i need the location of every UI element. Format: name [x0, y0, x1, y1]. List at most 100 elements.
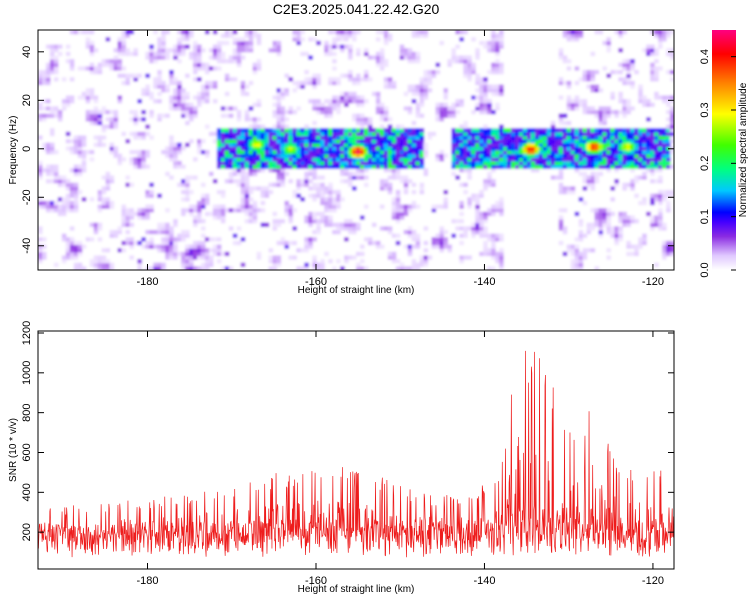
heatmap-cell	[308, 135, 313, 140]
heatmap-cell	[658, 215, 663, 220]
heatmap-cell	[515, 146, 520, 151]
heatmap-cell	[232, 168, 238, 173]
heatmap-cell	[73, 248, 79, 253]
heatmap-cell	[582, 251, 588, 257]
heatmap-cell	[638, 146, 643, 151]
heatmap-cell	[391, 211, 397, 217]
heatmap-cell	[622, 182, 627, 187]
heatmap-cell	[395, 215, 401, 220]
heatmap-cell	[89, 40, 95, 46]
heatmap-cell	[352, 146, 357, 151]
heatmap-cell	[288, 110, 294, 115]
heatmap-cell	[129, 215, 135, 220]
heatmap-cell	[511, 146, 516, 151]
heatmap-cell	[228, 33, 234, 38]
heatmap-cell	[173, 106, 178, 111]
heatmap-cell	[344, 179, 349, 184]
heatmap-cell	[463, 150, 468, 155]
heatmap-cell	[411, 91, 417, 97]
heatmap-cell	[38, 135, 43, 140]
heatmap-cell	[312, 197, 317, 202]
heatmap-cell	[252, 200, 258, 206]
heatmap-cell	[670, 135, 674, 140]
heatmap-cell	[594, 146, 600, 151]
heatmap-cell	[467, 204, 472, 209]
heatmap-cell	[487, 102, 492, 107]
heatmap-cell	[586, 142, 592, 147]
heatmap-cell	[598, 171, 604, 177]
heatmap-cell	[145, 73, 150, 78]
heatmap-cell	[491, 30, 496, 35]
heatmap-cell	[169, 157, 174, 162]
heatmap-cell	[352, 77, 357, 82]
heatmap-cell	[276, 40, 282, 46]
heatmap-cell	[570, 99, 576, 104]
heatmap-cell	[590, 106, 596, 111]
heatmap-cell	[566, 164, 572, 169]
heatmap-cell	[185, 233, 190, 238]
heatmap-cell	[662, 142, 667, 147]
heatmap-cell	[662, 153, 667, 158]
heatmap-cell	[487, 150, 492, 155]
heatmap-cell	[328, 186, 333, 191]
heatmap-cell	[566, 146, 572, 151]
heatmap-cell	[590, 88, 596, 93]
heatmap-cell	[487, 182, 492, 187]
heatmap-cell	[634, 142, 639, 147]
heatmap-cell	[328, 157, 333, 162]
heatmap-cell	[157, 248, 162, 253]
heatmap-cell	[483, 91, 488, 97]
heatmap-cell	[371, 128, 377, 133]
heatmap-cell	[312, 266, 317, 270]
heatmap-cell	[117, 99, 123, 104]
heatmap-cell	[574, 237, 580, 242]
heatmap-cell	[204, 262, 210, 267]
heatmap-cell	[109, 66, 115, 71]
heatmap-cell	[626, 80, 631, 86]
heatmap-cell	[240, 237, 246, 242]
heatmap-cell	[276, 240, 282, 246]
heatmap-cell	[105, 175, 111, 180]
heatmap-cell	[69, 237, 75, 242]
heatmap-cell	[475, 80, 480, 86]
heatmap-cell	[244, 40, 250, 46]
heatmap-cell	[197, 62, 202, 67]
heatmap-cell	[666, 117, 671, 122]
heatmap-cell	[157, 222, 162, 227]
heatmap-cell	[38, 244, 43, 249]
heatmap-cell	[336, 80, 341, 86]
heatmap-cell	[662, 190, 667, 195]
heatmap-cell	[467, 70, 472, 75]
heatmap-cell	[101, 124, 107, 129]
heatmap-cell	[101, 200, 107, 206]
heatmap-cell	[73, 262, 79, 267]
heatmap-cell	[522, 139, 528, 144]
heatmap-cell	[169, 175, 174, 180]
heatmap-cell	[622, 157, 627, 162]
heatmap-cell	[435, 244, 441, 249]
heatmap-cell	[363, 237, 369, 242]
heatmap-cell	[193, 40, 198, 46]
heatmap-cell	[113, 62, 119, 67]
heatmap-cell	[276, 146, 282, 151]
heatmap-cell	[38, 160, 43, 166]
heatmap-cell	[324, 48, 329, 53]
heatmap-cell	[236, 157, 242, 162]
heatmap-cell	[495, 153, 500, 158]
heatmap-cell	[415, 160, 421, 166]
heatmap-cell	[495, 33, 500, 38]
heatmap-cell	[284, 139, 290, 144]
heatmap-cell	[260, 186, 266, 191]
heatmap-cell	[495, 62, 500, 67]
heatmap-cell	[65, 204, 71, 209]
heatmap-cell	[578, 259, 584, 264]
heatmap-cell	[399, 135, 405, 140]
heatmap-cell	[507, 157, 512, 162]
heatmap-cell	[121, 222, 127, 227]
heatmap-cell	[558, 120, 564, 126]
heatmap-cell	[276, 164, 282, 169]
heatmap-cell	[455, 226, 460, 231]
heatmap-cell	[356, 226, 361, 231]
heatmap-cell	[256, 117, 262, 122]
heatmap-cell	[582, 164, 588, 169]
